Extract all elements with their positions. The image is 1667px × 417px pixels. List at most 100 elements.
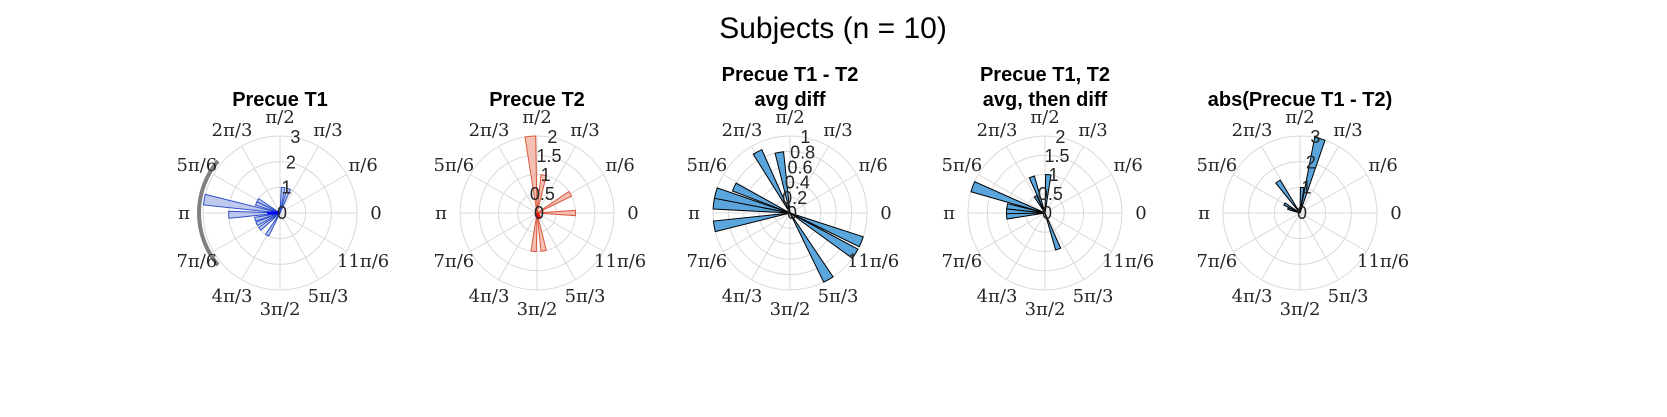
- r-tick-label: 0: [277, 203, 287, 223]
- axes-title: avg diff: [754, 89, 825, 111]
- theta-tick-label: 11π/6: [1102, 251, 1154, 272]
- histogram-bar: [1033, 195, 1046, 214]
- r-tick-label: 3: [1310, 127, 1320, 147]
- histogram-bar: [752, 149, 791, 214]
- histogram-bar: [530, 212, 538, 253]
- polar-axes-5: 0 1 2 3 0 π/6 π/3 π/2 2π/3 5π/6 π 7π/6 4π/3 3π/2 5π/3 1…: [1196, 89, 1409, 320]
- theta-tick-label: 0: [1390, 203, 1401, 224]
- axes-title: avg, then diff: [983, 89, 1108, 111]
- histogram-bar: [279, 186, 286, 214]
- grid-spoke: [1299, 212, 1339, 280]
- theta-tick-label: 7π/6: [433, 251, 474, 272]
- grid-spoke: [751, 212, 791, 280]
- histogram-bar: [789, 212, 834, 283]
- histogram-bar: [1287, 207, 1301, 214]
- grid-spoke: [241, 146, 281, 214]
- grid-spoke: [498, 212, 538, 280]
- r-tick-label: 0: [1297, 203, 1307, 223]
- theta-tick-label: 5π/3: [818, 286, 859, 307]
- theta-tick-label: π/3: [1333, 120, 1362, 141]
- histogram-bar: [712, 197, 791, 214]
- grid-spoke: [1044, 146, 1084, 214]
- histogram-bar: [536, 174, 547, 214]
- theta-tick-label: 5π/3: [1073, 286, 1114, 307]
- r-tick-label: 2: [286, 152, 296, 172]
- grid-spoke: [470, 174, 538, 214]
- theta-tick-label: π/6: [858, 155, 887, 176]
- theta-tick-label: 4π/3: [212, 286, 253, 307]
- grid-spoke: [470, 212, 538, 252]
- theta-tick-label: 3π/2: [1025, 299, 1066, 320]
- grid-spoke: [1006, 212, 1046, 280]
- histogram-bar: [536, 209, 576, 217]
- grid-spoke: [789, 174, 857, 214]
- r-tick-label: 1: [800, 127, 810, 147]
- grid-spoke: [1261, 212, 1301, 280]
- theta-tick-label: 5π/6: [176, 155, 217, 176]
- axes-title: Precue T1, T2: [980, 64, 1110, 86]
- histogram-bar: [1044, 212, 1062, 251]
- theta-tick-label: 7π/6: [176, 251, 217, 272]
- grid-spoke: [1233, 212, 1301, 252]
- r-tick-label: 0: [1042, 203, 1052, 223]
- r-tick-label: 2: [547, 127, 557, 147]
- histogram-bar: [789, 212, 864, 248]
- grid-spoke: [279, 212, 319, 280]
- theta-tick-label: 5π/3: [565, 286, 606, 307]
- histogram-bar: [712, 212, 791, 233]
- histogram-bar: [524, 135, 538, 214]
- r-tick-label: 0.2: [782, 188, 807, 208]
- theta-tick-label: 3π/2: [770, 299, 811, 320]
- theta-tick-label: π: [943, 203, 955, 224]
- theta-tick-label: 11π/6: [847, 251, 899, 272]
- histogram-bar: [970, 181, 1046, 214]
- histogram-bar: [789, 212, 859, 259]
- histogram-bar: [1275, 179, 1301, 214]
- theta-tick-label: 5π/6: [941, 155, 982, 176]
- theta-tick-label: 4π/3: [722, 286, 763, 307]
- grid-spoke: [1044, 174, 1112, 214]
- grid-spoke: [1044, 212, 1084, 280]
- r-tick-label: 0: [534, 203, 544, 223]
- grid-spoke: [1044, 212, 1112, 252]
- theta-tick-label: 11π/6: [1357, 251, 1409, 272]
- theta-tick-label: π/2: [1030, 107, 1059, 128]
- r-tick-label: 0.8: [790, 142, 815, 162]
- r-tick-label: 1.5: [537, 146, 562, 166]
- histogram-bar: [1299, 186, 1305, 214]
- grid-spoke: [978, 174, 1046, 214]
- theta-tick-label: π: [688, 203, 700, 224]
- mean-vector: [535, 212, 542, 219]
- theta-tick-label: π/2: [265, 107, 294, 128]
- mean-angle-arc: [197, 159, 220, 267]
- grid-spoke: [978, 212, 1046, 252]
- theta-tick-label: 7π/6: [686, 251, 727, 272]
- theta-tick-label: π/6: [1113, 155, 1142, 176]
- axes-title: Precue T2: [489, 89, 585, 111]
- theta-tick-label: π/3: [1078, 120, 1107, 141]
- theta-tick-label: 5π/3: [308, 286, 349, 307]
- theta-tick-label: 0: [880, 203, 891, 224]
- theta-tick-label: 0: [370, 203, 381, 224]
- theta-tick-label: π/3: [823, 120, 852, 141]
- theta-tick-label: π: [1198, 203, 1210, 224]
- histogram-bar: [1028, 175, 1046, 214]
- theta-tick-label: π/3: [313, 120, 342, 141]
- theta-tick-label: π: [435, 203, 447, 224]
- histogram-bar: [1299, 136, 1326, 214]
- theta-tick-label: 3π/2: [517, 299, 558, 320]
- figure-title: Subjects (n = 10): [719, 12, 947, 45]
- r-tick-label: 0.4: [785, 173, 810, 193]
- polar-axes-4: 00.511.520π/6π/3π/22π/35π/6π7π/64π/33π/2…: [941, 64, 1154, 320]
- r-tick-label: 0.5: [1038, 184, 1063, 204]
- r-tick-label: 2: [1306, 152, 1316, 172]
- histogram-bar: [258, 212, 281, 231]
- theta-tick-label: 2π/3: [212, 120, 253, 141]
- grid-spoke: [536, 212, 576, 280]
- theta-tick-label: 5π/6: [686, 155, 727, 176]
- histogram-bar: [254, 201, 281, 214]
- r-tick-label: 0.5: [530, 184, 555, 204]
- grid-spoke: [279, 174, 347, 214]
- theta-tick-label: π/2: [775, 107, 804, 128]
- theta-tick-label: π/6: [348, 155, 377, 176]
